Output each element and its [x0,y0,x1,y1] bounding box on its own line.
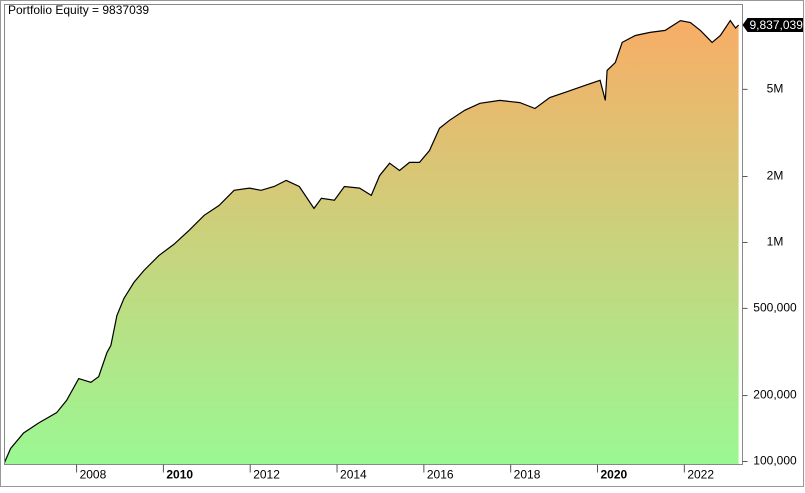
y-tick-label: 100,000 [753,454,797,468]
y-tick-label: 1M [767,235,784,249]
x-tick-label: 2016 [427,468,454,482]
x-tick-label: 2020 [601,468,628,482]
x-tick-label: 2022 [687,468,714,482]
y-tick-label: 500,000 [753,301,797,315]
last-value-box [742,17,803,32]
x-tick-label: 2018 [514,468,541,482]
plot-border [4,4,743,465]
x-tick-label: 2014 [340,468,367,482]
y-tick-label: 5M [767,82,784,96]
equity-line [3,19,740,463]
y-tick-label: 2M [767,169,784,183]
x-tick-label: 2010 [166,468,193,482]
x-tick-label: 2012 [253,468,280,482]
last-value-label: 9,837,039 [750,18,804,32]
x-tick-label: 2008 [80,468,107,482]
chart-title: Portfolio Equity = 9837039 [8,3,149,17]
area-fill [4,20,739,465]
y-tick-label: 200,000 [753,388,797,402]
